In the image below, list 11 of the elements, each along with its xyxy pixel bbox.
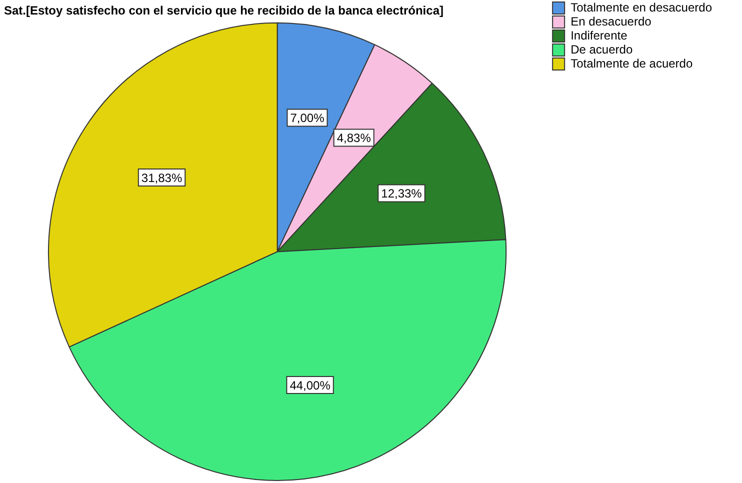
data-label: 7,00%: [290, 111, 325, 126]
data-label: 31,83%: [141, 170, 182, 185]
legend-label: Indiferente: [570, 28, 628, 42]
data-label: 4,83%: [336, 131, 372, 146]
data-label: 12,33%: [381, 186, 422, 201]
chart-title: Sat.[Estoy satisfecho con el servicio que he recibido de la banca electrónica]: [4, 4, 444, 18]
legend-label: Totalmente de acuerdo: [570, 56, 693, 70]
data-label: 44,00%: [290, 378, 331, 392]
legend-label: De acuerdo: [570, 42, 633, 56]
legend-label: Totalmente en desacuerdo: [570, 0, 712, 14]
legend-label: En desacuerdo: [570, 14, 652, 28]
